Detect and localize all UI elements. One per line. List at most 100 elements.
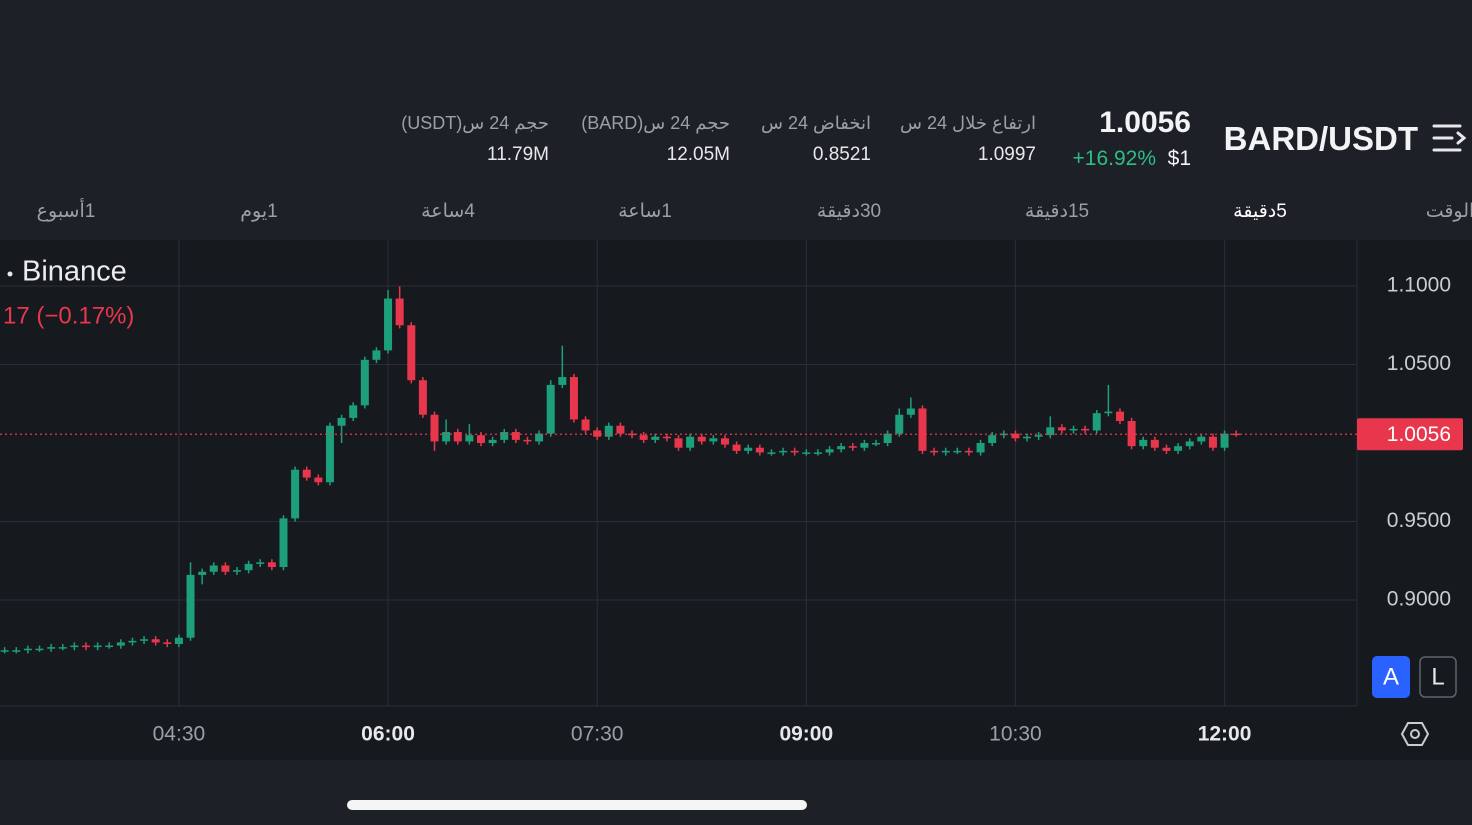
- settings-icon[interactable]: [1400, 722, 1430, 746]
- stat-label: انخفاض 24 س: [761, 113, 871, 133]
- candle-body: [418, 380, 427, 415]
- candle-body: [569, 377, 578, 420]
- candle-body: [720, 438, 729, 445]
- candle-body: [930, 450, 939, 453]
- x-tick-label: 12:00: [1198, 723, 1252, 746]
- button-label[interactable]: A: [1383, 663, 1399, 690]
- price-change: +16.92%: [1072, 147, 1157, 170]
- candle-body: [1104, 411, 1113, 414]
- candle-body: [337, 417, 346, 426]
- candle-body: [813, 452, 822, 454]
- candle-body: [1081, 428, 1090, 431]
- candle-body: [802, 452, 811, 454]
- candle-body: [651, 436, 660, 440]
- candle-body: [697, 436, 706, 442]
- candle-body: [1057, 427, 1066, 431]
- candle-body: [1011, 433, 1020, 439]
- candle-body: [35, 648, 44, 651]
- candle-body: [47, 647, 56, 649]
- button-bg[interactable]: [1372, 656, 1410, 698]
- candle-body: [407, 325, 416, 381]
- tab[interactable]: 4ساعة: [421, 201, 475, 222]
- candle-body: [70, 645, 79, 648]
- candle-body: [116, 642, 125, 646]
- candle-body: [267, 562, 276, 568]
- candle-body: [209, 565, 218, 572]
- candle-body: [221, 565, 230, 572]
- candle-body: [442, 432, 451, 442]
- tab[interactable]: 1ساعة: [618, 201, 672, 222]
- candle-body: [581, 419, 590, 431]
- candle-body: [360, 359, 369, 406]
- y-tick-label: 0.9500: [1387, 509, 1451, 532]
- candle-body: [709, 438, 718, 442]
- candle-body: [1092, 413, 1101, 431]
- candle-body: [790, 450, 799, 453]
- candle-body: [1150, 439, 1159, 448]
- candle-body: [674, 438, 683, 448]
- candle-body: [23, 648, 32, 651]
- candle-body: [198, 571, 207, 575]
- candle-body: [872, 443, 881, 445]
- candle-body: [779, 450, 788, 453]
- candle-body: [523, 439, 532, 442]
- tab[interactable]: 1أسبوع: [36, 201, 96, 222]
- candle-body: [151, 639, 160, 643]
- y-tick-label: 0.9000: [1387, 588, 1451, 611]
- candle-body: [500, 432, 509, 440]
- tab[interactable]: 5دقيقة: [1233, 201, 1287, 222]
- candle-body: [105, 645, 114, 648]
- candle-body: [256, 562, 265, 564]
- candle-body: [372, 350, 381, 360]
- candle-body: [1115, 411, 1124, 422]
- candle-body: [279, 518, 288, 568]
- candle-body: [964, 450, 973, 453]
- candle-body: [1162, 447, 1171, 451]
- candle-body: [384, 298, 393, 351]
- pair-name[interactable]: BARD/USDT: [1223, 120, 1418, 157]
- candle-body: [128, 640, 137, 643]
- button-label[interactable]: L: [1431, 663, 1444, 690]
- candle-body: [546, 384, 555, 434]
- tab[interactable]: الوقت: [1425, 201, 1472, 222]
- candle-body: [988, 435, 997, 444]
- candle-body: [639, 435, 648, 440]
- candle-body: [81, 645, 90, 648]
- candle-body: [976, 443, 985, 453]
- candle-body: [12, 650, 21, 652]
- tab[interactable]: 30دقيقة: [816, 201, 882, 222]
- candle-body: [662, 436, 671, 439]
- candle-body: [174, 637, 183, 644]
- candle-body: [628, 433, 637, 436]
- candle-body: [430, 414, 439, 442]
- x-tick-label: 04:30: [153, 723, 206, 746]
- candle-body: [349, 405, 358, 418]
- candle-body: [1197, 436, 1206, 442]
- candle-body: [1208, 436, 1217, 448]
- candle-body: [825, 449, 834, 453]
- legend-source: Binance: [22, 256, 127, 288]
- candle-body: [755, 447, 764, 453]
- stat-value: 12.05M: [666, 144, 730, 165]
- candle-body: [848, 446, 857, 448]
- button-bg[interactable]: [1419, 656, 1457, 698]
- candle-body: [488, 439, 497, 444]
- last-price: 1.0056: [1099, 106, 1191, 139]
- candle-body: [511, 432, 520, 440]
- candle-body: [941, 450, 950, 453]
- candle-body: [476, 435, 485, 444]
- menu-icon[interactable]: [1430, 120, 1470, 160]
- tab[interactable]: 15دقيقة: [1024, 201, 1090, 222]
- candle-body: [953, 450, 962, 453]
- candle-body: [0, 650, 9, 652]
- candle-body: [1139, 439, 1148, 447]
- y-tick-label: 1.0500: [1387, 352, 1451, 375]
- candle-body: [1069, 428, 1078, 431]
- stat-label: ارتفاع خلال 24 س: [900, 113, 1036, 133]
- candle-body: [604, 425, 613, 437]
- candle-body: [895, 414, 904, 434]
- candle-body: [906, 408, 915, 415]
- tab[interactable]: 1يوم: [240, 201, 278, 222]
- candle-body: [999, 433, 1008, 436]
- candle-body: [58, 647, 67, 649]
